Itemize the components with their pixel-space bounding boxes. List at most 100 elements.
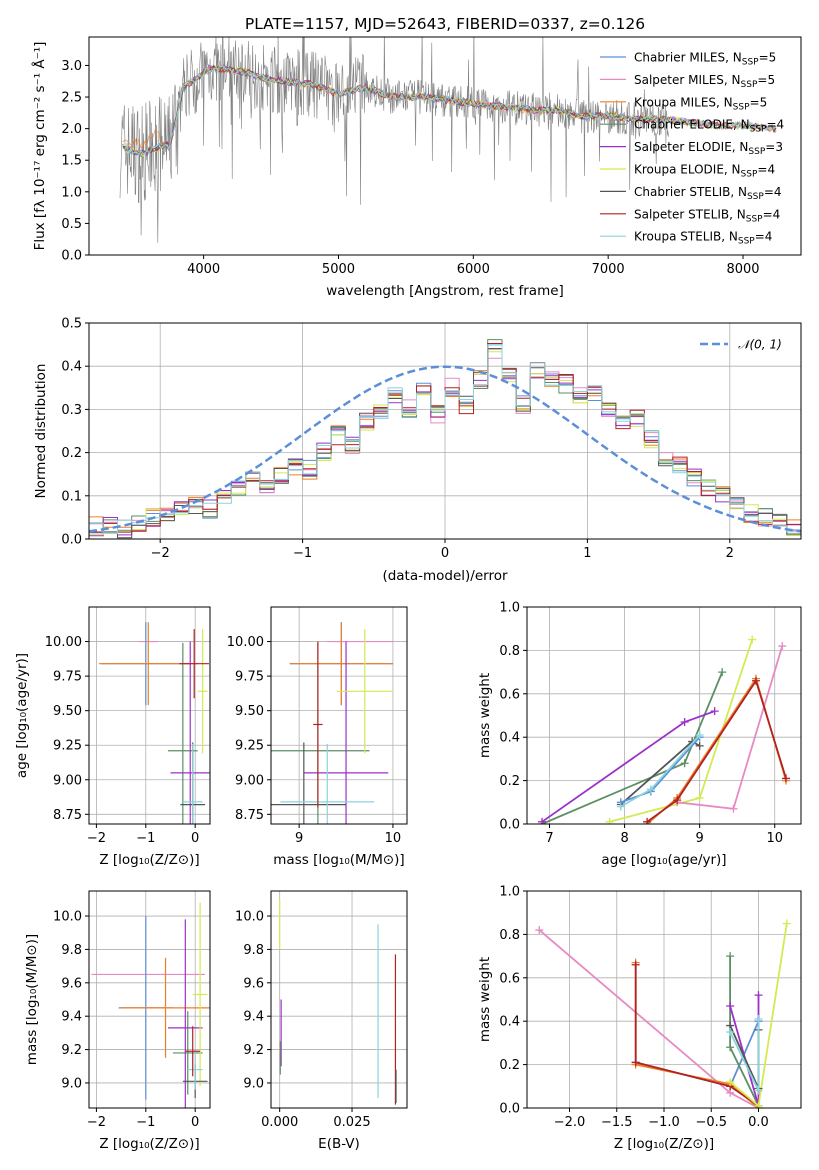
y-tick-label: 0.1 [61, 489, 82, 504]
y-tick-label: 9.2 [61, 1043, 82, 1058]
legend-tail: =3 [765, 140, 783, 154]
normal-curve [89, 365, 801, 533]
weight-marker [754, 1086, 763, 1095]
y-tick-label: 9.8 [243, 943, 264, 958]
legend-entry: 𝒩(0, 1) [738, 338, 782, 352]
y-axis-label: Normed distribution [33, 364, 49, 499]
y-tick-label: 9.4 [61, 1010, 82, 1025]
y-tick-label: 0.8 [499, 928, 520, 943]
weight-plot-area [538, 635, 790, 824]
x-axis-label: (data-model)/error [382, 568, 508, 584]
x-tick-label: −1.0 [648, 1115, 680, 1130]
x-tick-label: 10 [766, 831, 783, 846]
errorbar-plot-area [98, 622, 210, 824]
y-tick-label: 9.0 [243, 1076, 264, 1091]
axes-frame [526, 890, 802, 1109]
x-tick-label: 0 [191, 1115, 199, 1130]
histogram-plot-area [89, 339, 801, 539]
weight-marker [631, 1058, 640, 1067]
legend-subscript: SSP [742, 58, 759, 68]
legend-label: Kroupa MILES, N [634, 95, 733, 109]
legend-tail: =4 [766, 118, 784, 132]
y-axis-label: mass weight [477, 673, 493, 758]
y-tick-label: 8.75 [53, 808, 82, 823]
weight-marker [616, 802, 625, 811]
y-tick-label: 10.0 [235, 910, 264, 925]
y-tick-label: 9.8 [61, 943, 82, 958]
weight-marker [778, 642, 787, 651]
x-tick-label: 9 [696, 831, 704, 846]
weight-marker [726, 1043, 735, 1052]
y-tick-label: 9.6 [61, 976, 82, 991]
y-tick-label: 0.5 [61, 217, 82, 232]
axes-frame [270, 606, 408, 825]
y-tick-label: 9.75 [53, 670, 82, 685]
legend-subscript: SSP [747, 192, 764, 202]
legend-tail: =5 [750, 95, 768, 109]
x-tick-label: 0 [441, 546, 449, 561]
x-tick-label: −0.5 [695, 1115, 727, 1130]
y-tick-label: 1.0 [499, 885, 520, 900]
y-tick-label: 1.0 [61, 185, 82, 200]
y-tick-label: 9.75 [235, 670, 264, 685]
weight-marker [726, 1002, 735, 1011]
weight-marker [643, 817, 652, 824]
y-tick-label: 9.50 [235, 704, 264, 719]
axes-frame [270, 890, 408, 1109]
weight-series-line [646, 678, 787, 823]
weight-marker [695, 793, 704, 802]
x-tick-label: 5000 [322, 262, 355, 277]
y-tick-label: 2.5 [61, 91, 82, 106]
legend-entry: Chabrier MILES, NSSP=5 [634, 51, 776, 68]
y-tick-label: 0.2 [499, 774, 520, 789]
y-tick-label: 9.25 [235, 739, 264, 754]
legend-label: Chabrier STELIB, N [634, 185, 747, 199]
weight-marker [751, 676, 760, 685]
x-tick-label: 7000 [592, 262, 625, 277]
y-tick-label: 0.0 [61, 249, 82, 264]
y-tick-label: 9.6 [243, 976, 264, 991]
legend-subscript: SSP [738, 237, 755, 247]
legend-subscript: SSP [741, 80, 758, 90]
axes-frame [88, 36, 802, 256]
x-tick-label: 10 [385, 831, 402, 846]
y-tick-label: 10.0 [53, 910, 82, 925]
y-tick-label: 0.3 [61, 403, 82, 418]
y-tick-label: 1.0 [499, 601, 520, 616]
errorbar-plot-area [279, 899, 397, 1105]
y-tick-label: 9.00 [53, 773, 82, 788]
y-axis-label: mass weight [477, 957, 493, 1042]
x-tick-label: 2 [726, 546, 734, 561]
weight-marker [726, 1077, 735, 1086]
weight-marker [718, 668, 727, 677]
x-tick-label: 9 [295, 831, 303, 846]
model-spectrum-line [122, 65, 777, 154]
x-axis-label: Z [log₁₀(Z/Z⊙)] [99, 852, 199, 868]
legend-tail: =4 [763, 207, 781, 221]
x-tick-label: 6000 [457, 262, 490, 277]
legend-label: Chabrier ELODIE, N [634, 118, 750, 132]
x-tick-label: −1 [136, 1115, 155, 1130]
axes-frame [526, 606, 802, 825]
legend-tail: =5 [757, 73, 775, 87]
legend-label: Salpeter MILES, N [634, 73, 741, 87]
x-tick-label: 7 [545, 831, 553, 846]
y-tick-label: 0.6 [499, 687, 520, 702]
weight-marker [605, 817, 614, 824]
y-tick-label: 8.75 [235, 808, 264, 823]
x-tick-label: 1 [583, 546, 591, 561]
y-tick-label: 9.00 [235, 773, 264, 788]
weight-marker [695, 741, 704, 750]
legend-entry: Kroupa STELIB, NSSP=4 [634, 230, 772, 247]
x-tick-label: 0.0 [748, 1115, 769, 1130]
y-axis-label: age [log₁₀(age/yr)] [14, 653, 30, 778]
y-tick-label: 1.5 [61, 154, 82, 169]
weight-marker [680, 718, 689, 727]
weight-marker [729, 804, 738, 813]
weight-marker [673, 796, 682, 805]
x-axis-label: Z [log₁₀(Z/Z⊙)] [614, 1136, 714, 1152]
weight-marker [695, 731, 704, 740]
x-tick-label: −2.0 [554, 1115, 586, 1130]
y-tick-label: 0.0 [499, 1102, 520, 1117]
legend-tail: =4 [764, 185, 782, 199]
